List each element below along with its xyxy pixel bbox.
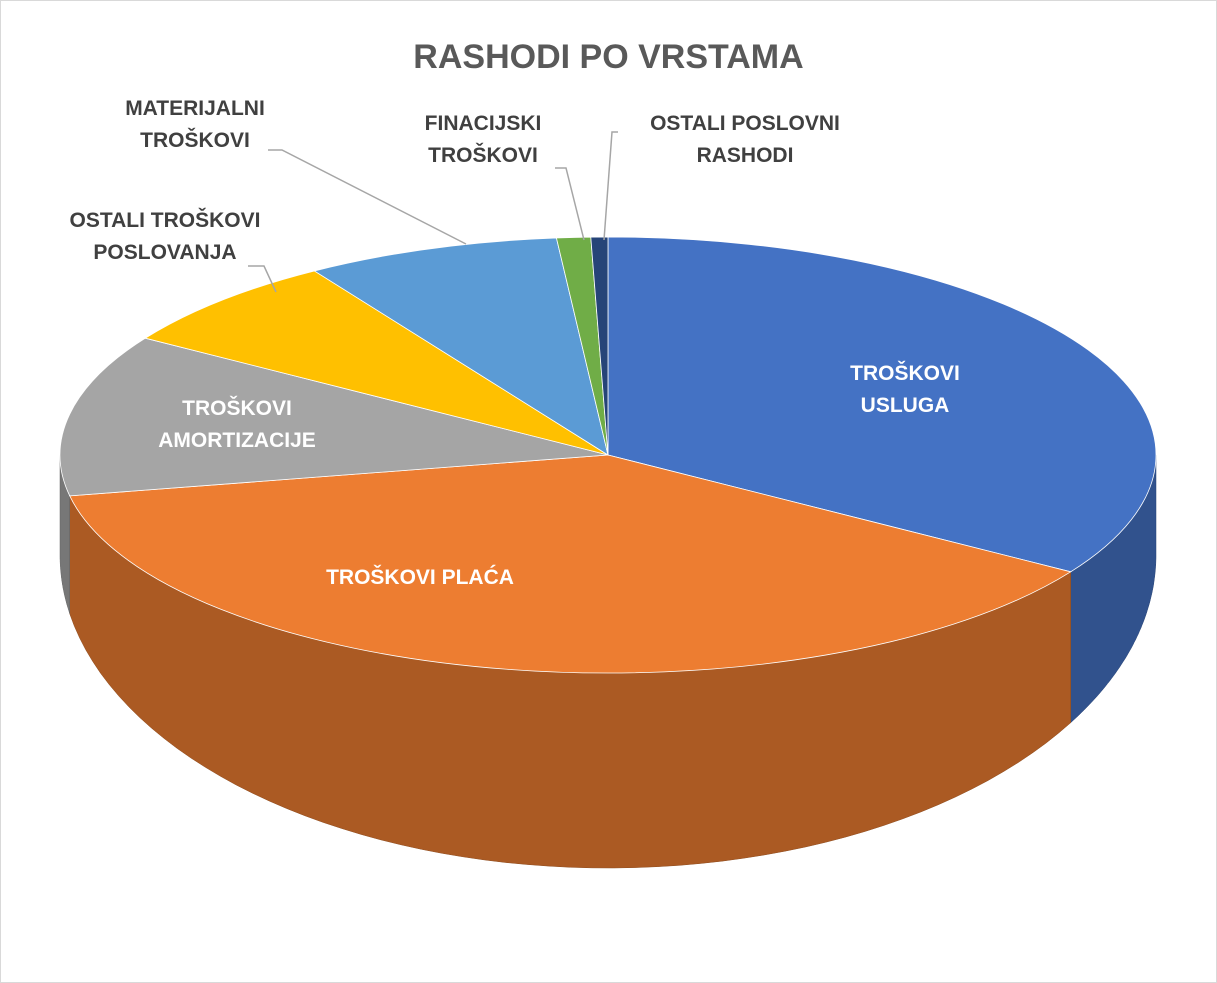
leader-line xyxy=(555,167,585,241)
pie-slice xyxy=(59,337,609,497)
slice-label: OSTALI POSLOVNI RASHODI xyxy=(650,112,840,167)
slice-label: FINACIJSKI TROŠKOVI xyxy=(424,112,542,167)
slice-label: OSTALI TROŠKOVI POSLOVANJA xyxy=(69,209,261,264)
pie-slice xyxy=(69,454,1072,674)
leader-line xyxy=(603,131,618,241)
slice-label: MATERIJALNI TROŠKOVI xyxy=(125,97,265,152)
leader-line xyxy=(248,265,277,293)
pie-slice xyxy=(590,236,609,456)
pie-slice xyxy=(313,237,609,456)
leader-line xyxy=(268,149,467,245)
slice-label: TROŠKOVI PLAĆA xyxy=(326,566,514,589)
slice-label: TROŠKOVI USLUGA xyxy=(850,362,960,417)
slice-label: TROŠKOVI AMORTIZACIJE xyxy=(158,397,316,452)
chart-title: RASHODI PO VRSTAMA xyxy=(413,38,804,76)
pie-slice xyxy=(144,270,609,456)
pie-slice xyxy=(607,236,1157,573)
